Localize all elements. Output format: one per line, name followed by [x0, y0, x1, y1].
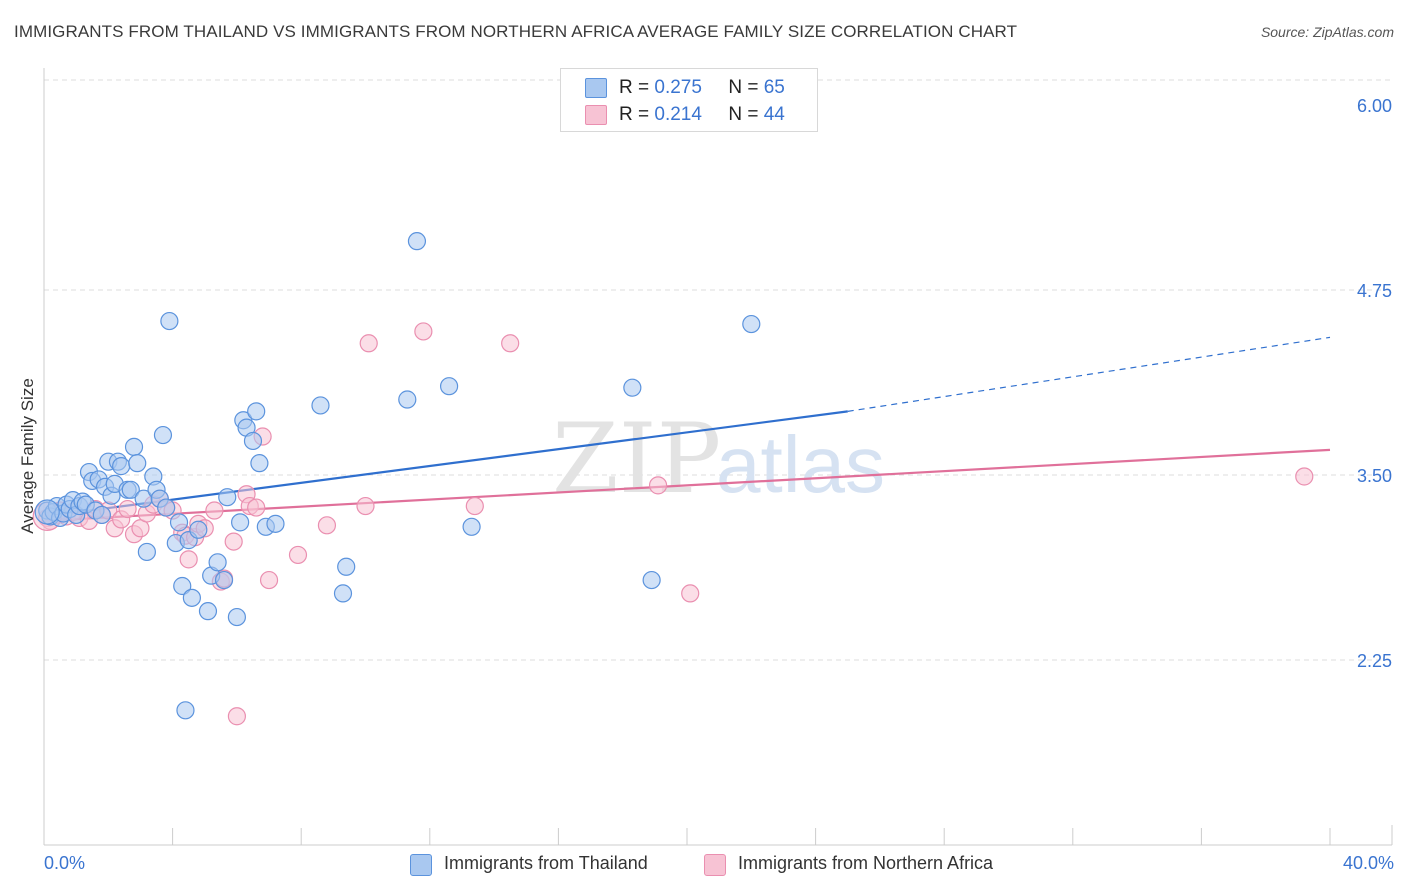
data-point-thailand — [112, 457, 131, 476]
y-tick-label: 3.50 — [1357, 466, 1392, 486]
data-point-northern-africa — [648, 476, 668, 495]
data-point-thailand — [182, 588, 201, 607]
data-point-thailand — [243, 431, 263, 451]
n-value-thailand: 65 — [763, 77, 785, 98]
n-label: N = — [728, 77, 759, 98]
data-point-northern-africa — [224, 532, 243, 551]
data-point-northern-africa — [359, 334, 378, 353]
data-point-thailand — [623, 378, 642, 397]
y-tick-label: 6.00 — [1357, 96, 1392, 116]
watermark-atlas: atlas — [716, 420, 885, 509]
trend-line-thailand — [43, 410, 848, 518]
legend-label-thailand: Immigrants from Thailand — [444, 853, 648, 873]
data-point-thailand — [398, 390, 417, 409]
data-point-thailand — [247, 402, 266, 421]
data-point-thailand — [169, 513, 189, 532]
data-point-thailand — [333, 584, 353, 603]
n-value-northern-africa: 44 — [763, 104, 785, 125]
r-label: R = — [619, 77, 650, 98]
data-point-northern-africa — [414, 322, 433, 341]
legend-text-northern-africa: R = 0.214 N = 44 — [619, 104, 785, 126]
x-axis-max-label: 40.0% — [1342, 853, 1394, 873]
legend-swatch-northern-africa — [704, 854, 726, 876]
legend-label-northern-africa: Immigrants from Northern Africa — [738, 853, 994, 873]
y-axis-label: Average Family Size — [18, 378, 37, 534]
thailand-points — [34, 232, 761, 720]
data-point-thailand — [176, 701, 195, 720]
data-point-thailand — [137, 542, 156, 562]
r-value-northern-africa: 0.214 — [654, 104, 702, 125]
data-point-thailand — [189, 520, 208, 539]
watermark-zip: ZIP — [552, 403, 721, 515]
data-point-thailand — [198, 602, 218, 621]
chart-title: IMMIGRANTS FROM THAILAND VS IMMIGRANTS F… — [14, 22, 1018, 41]
data-point-northern-africa — [247, 498, 266, 517]
trend-line-thailand-extension — [847, 336, 1331, 412]
data-point-northern-africa — [1295, 467, 1314, 486]
legend-swatch-thailand — [585, 78, 607, 98]
data-point-thailand — [742, 314, 761, 334]
data-point-thailand — [250, 454, 269, 473]
data-point-thailand — [266, 514, 285, 533]
northern-africa-points — [32, 322, 1314, 726]
data-point-northern-africa — [465, 496, 484, 516]
data-point-northern-africa — [356, 496, 375, 516]
data-point-thailand — [157, 498, 176, 517]
data-point-thailand — [128, 454, 147, 473]
data-point-thailand — [214, 570, 234, 590]
data-point-northern-africa — [205, 501, 224, 520]
legend-text-thailand: R = 0.275 N = 65 — [619, 77, 785, 99]
data-point-thailand — [92, 505, 111, 525]
data-point-thailand — [218, 488, 237, 507]
r-label: R = — [619, 104, 650, 125]
data-point-thailand — [407, 232, 427, 251]
data-point-northern-africa — [118, 499, 137, 519]
data-point-thailand — [227, 607, 246, 627]
data-point-thailand — [642, 570, 661, 590]
data-point-thailand — [124, 437, 144, 456]
r-value-thailand: 0.275 — [654, 77, 702, 98]
n-label: N = — [728, 104, 759, 125]
y-tick-label: 2.25 — [1357, 651, 1392, 671]
data-point-thailand — [462, 517, 481, 536]
data-point-northern-africa — [501, 334, 520, 353]
data-point-northern-africa — [288, 545, 308, 565]
data-point-northern-africa — [227, 707, 246, 726]
data-point-thailand — [439, 377, 459, 396]
data-cluster-thailand — [34, 499, 60, 525]
x-axis-min-label: 0.0% — [44, 853, 86, 873]
data-point-thailand — [231, 513, 250, 532]
legend-swatch-thailand — [410, 854, 432, 876]
data-point-northern-africa — [681, 584, 700, 603]
data-point-thailand — [160, 311, 179, 331]
data-point-northern-africa — [259, 570, 279, 590]
watermark: ZIP atlas — [552, 403, 885, 515]
series-legend: Immigrants from Thailand Immigrants from… — [0, 852, 1406, 878]
data-point-northern-africa — [317, 516, 337, 535]
grid-lines — [44, 79, 1392, 661]
legend-swatch-northern-africa — [585, 105, 607, 125]
source-label: Source: ZipAtlas.com — [1260, 24, 1394, 40]
y-tick-labels: 2.25 3.50 4.75 6.00 — [1357, 96, 1392, 671]
correlation-legend: R = 0.275 N = 65 R = 0.214 N = 44 — [560, 68, 818, 132]
data-point-northern-africa — [179, 550, 198, 569]
data-point-thailand — [153, 425, 173, 445]
data-point-thailand — [337, 557, 356, 576]
axes — [43, 68, 1393, 846]
y-tick-label: 4.75 — [1357, 281, 1392, 301]
data-point-thailand — [311, 396, 330, 415]
data-point-thailand — [173, 576, 192, 596]
data-point-thailand — [121, 480, 140, 499]
data-point-thailand — [208, 553, 227, 572]
